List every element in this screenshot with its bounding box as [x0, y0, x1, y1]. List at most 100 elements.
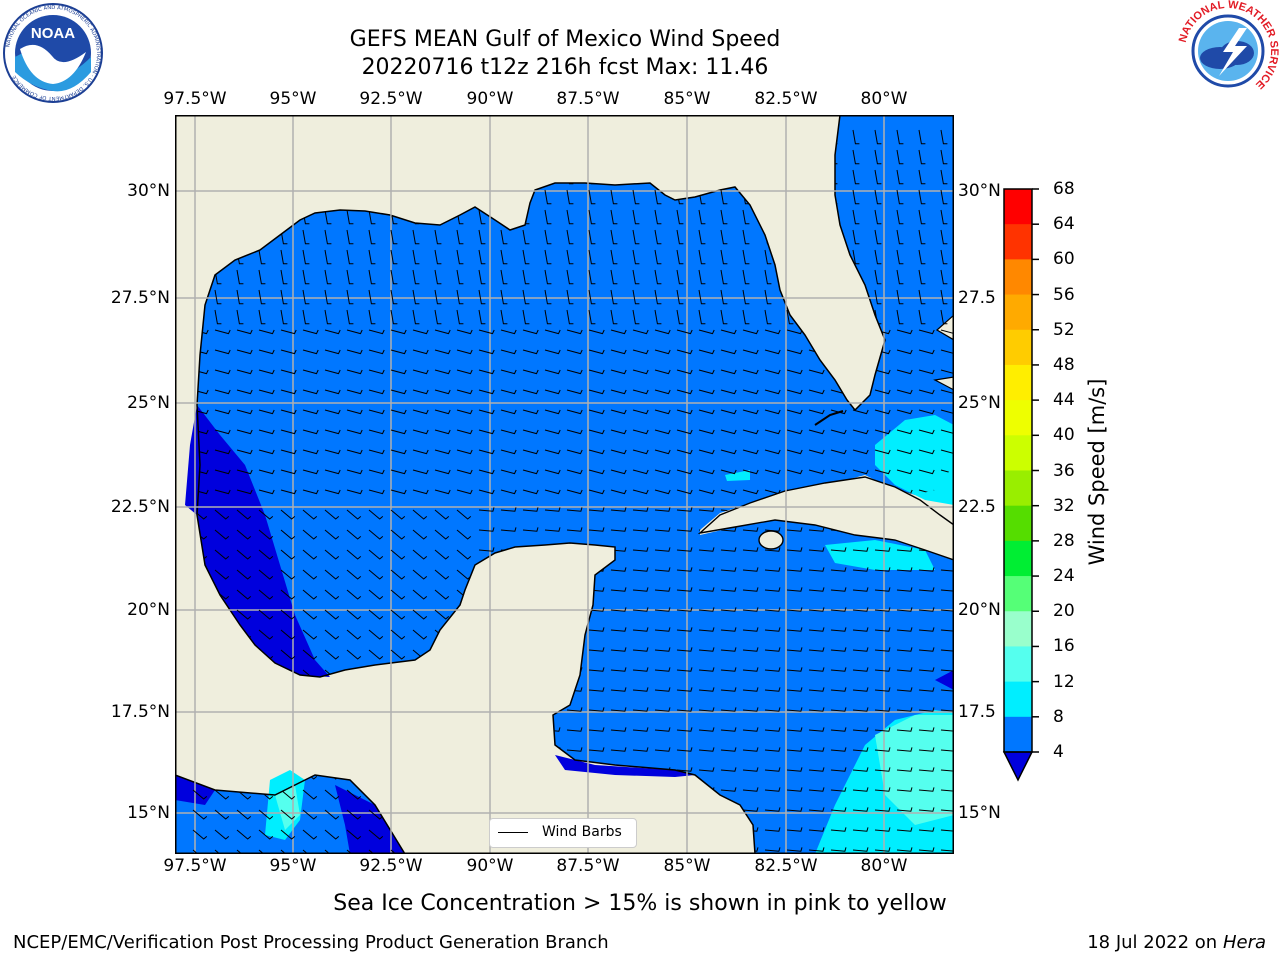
wind-barb [236, 189, 244, 205]
colorbar-tick-label: 8 [1053, 706, 1064, 727]
wind-barb [566, 507, 583, 512]
wind-barb [764, 209, 772, 225]
wind-barb [896, 567, 913, 572]
wind-barb [610, 289, 618, 305]
wind-barb [258, 489, 275, 495]
wind-barb [192, 549, 208, 560]
wind-barb [742, 369, 759, 375]
wind-barb [566, 209, 574, 225]
wind-barb [918, 409, 935, 415]
wind-barb [214, 309, 222, 325]
wind-barb [390, 229, 398, 245]
wind-barb [830, 289, 838, 305]
wind-barb [544, 449, 561, 455]
wind-barb [456, 649, 472, 660]
wind-barb [786, 289, 794, 305]
wind-barb [742, 847, 759, 852]
wind-barb [566, 667, 583, 672]
wind-barb [456, 169, 464, 185]
wind-barb [544, 389, 561, 395]
wind-barb [720, 827, 737, 832]
wind-barb [214, 169, 222, 185]
wind-barb [676, 627, 693, 632]
wind-barb [412, 569, 428, 580]
wind-barb [434, 689, 450, 700]
wind-barb [236, 709, 252, 720]
wind-barb [214, 549, 230, 560]
wind-barb [280, 789, 296, 800]
wind-barb [566, 229, 574, 245]
wind-barb [698, 647, 715, 652]
wind-barb [214, 729, 230, 740]
wind-barb [786, 389, 803, 395]
wind-barb [588, 209, 596, 225]
wind-barb [764, 309, 772, 325]
wind-barb [896, 449, 913, 455]
wind-barb [324, 149, 332, 165]
wind-barb [566, 687, 583, 692]
wind-barb [258, 269, 266, 285]
wind-barb [192, 389, 209, 395]
wind-barb [610, 449, 627, 455]
wind-barb [368, 469, 385, 475]
wind-barb [566, 627, 583, 632]
wind-barb [412, 749, 428, 760]
wind-barb [918, 547, 935, 552]
lon-label-bottom: 97.5°W [163, 856, 227, 876]
wind-barb [478, 489, 495, 495]
wind-barb [588, 229, 596, 245]
wind-barb [852, 687, 869, 692]
strong-wind-zone [875, 715, 954, 825]
lat-label-right: 27.5 [958, 288, 996, 308]
wind-barb [280, 149, 288, 165]
wind-barb [720, 189, 728, 205]
wind-barb [500, 647, 517, 652]
wind-barb [346, 269, 354, 285]
wind-barb [764, 827, 781, 832]
wind-barb [632, 389, 649, 395]
wind-barb [830, 209, 838, 225]
wind-barb [324, 829, 340, 840]
wind-barb [236, 229, 244, 245]
wind-barb [830, 827, 847, 832]
wind-barb [698, 409, 715, 415]
wind-barb [434, 169, 442, 185]
wind-barb [214, 629, 230, 640]
wind-barb [544, 269, 552, 285]
wind-barb [368, 749, 384, 760]
wind-barb [258, 789, 274, 800]
wind-barb [764, 169, 772, 185]
wind-barb [478, 249, 486, 265]
wind-barb [302, 429, 319, 435]
wind-barb [764, 249, 772, 265]
wind-barb [874, 429, 891, 435]
wind-barb [566, 429, 583, 435]
wind-barb [258, 249, 266, 265]
wind-barb [412, 329, 429, 335]
wind-barb [368, 289, 376, 305]
wind-barb [808, 567, 825, 572]
wind-barb [676, 527, 693, 532]
wind-barb [720, 787, 737, 792]
wind-barb [698, 429, 715, 435]
map-legend: Wind Barbs [489, 818, 637, 848]
wind-barb [456, 709, 472, 720]
wind-barb [742, 389, 759, 395]
wind-barb [302, 289, 310, 305]
wind-barb [676, 547, 693, 552]
wind-barb [280, 829, 296, 840]
wind-barb [566, 309, 574, 325]
wind-barb [940, 469, 954, 474]
wind-barb [676, 389, 693, 395]
wind-barb [192, 229, 200, 245]
wind-barb [610, 807, 627, 812]
wind-barb [610, 647, 627, 652]
wind-barb [676, 329, 693, 335]
wind-barb [808, 289, 816, 305]
wind-barb [830, 429, 847, 435]
wind-barb [434, 489, 451, 495]
wind-barb [258, 769, 274, 780]
wind-barb [258, 809, 274, 820]
wind-barb [654, 727, 671, 732]
wind-barb [588, 429, 605, 435]
